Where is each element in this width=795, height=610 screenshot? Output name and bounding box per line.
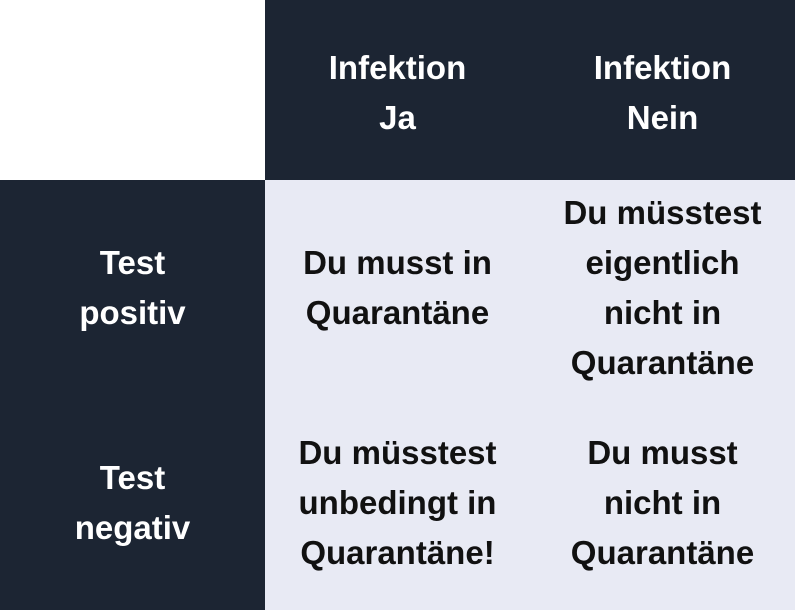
- row-header-test-negativ: Test negativ: [0, 395, 265, 610]
- cell-positiv-nein: Du müsstest eigentlich nicht in Quarantä…: [530, 180, 795, 395]
- cell-positiv-ja: Du musst in Quarantäne: [265, 180, 530, 395]
- column-header-infektion-nein: Infektion Nein: [530, 0, 795, 180]
- cell-negativ-nein: Du musst nicht in Quarantäne: [530, 395, 795, 610]
- row-header-test-positiv: Test positiv: [0, 180, 265, 395]
- corner-cell: [0, 0, 265, 180]
- column-header-infektion-ja: Infektion Ja: [265, 0, 530, 180]
- cell-negativ-ja: Du müsstest unbedingt in Quarantäne!: [265, 395, 530, 610]
